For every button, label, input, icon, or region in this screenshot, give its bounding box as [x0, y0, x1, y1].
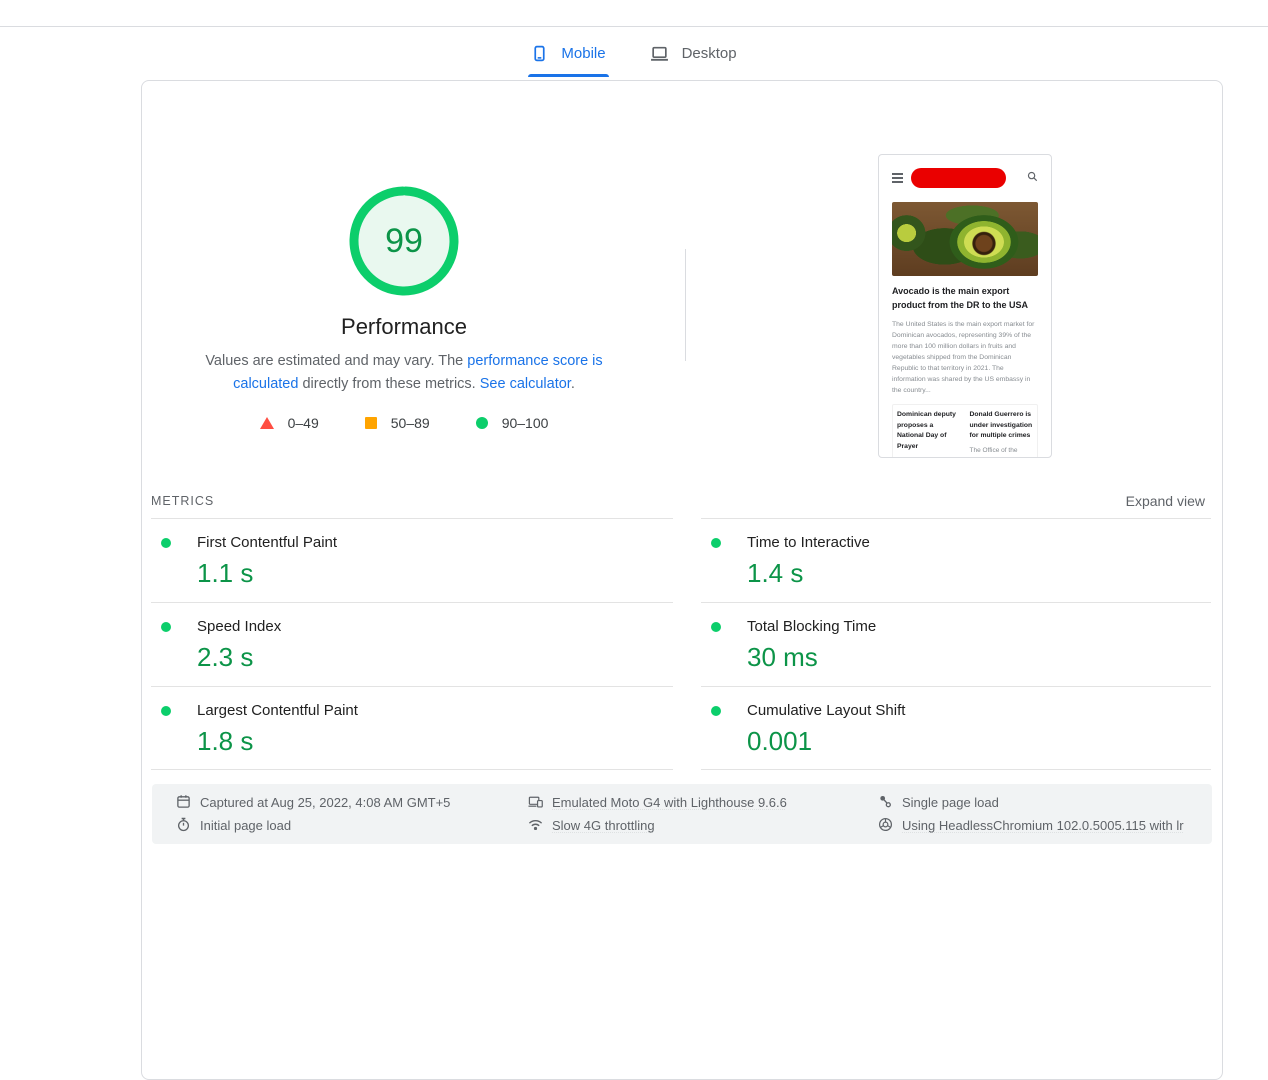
desc-text: .: [570, 376, 575, 392]
emulated-device: Emulated Moto G4 with Lighthouse 9.6.6: [528, 794, 878, 812]
performance-gauge[interactable]: 99: [348, 185, 460, 297]
story-excerpt: The senator of the province, Monsignor N…: [897, 456, 961, 457]
tab-desktop[interactable]: Desktop: [647, 27, 740, 77]
story-item: Dominican deputy proposes a National Day…: [897, 410, 961, 457]
pass-dot-icon: [711, 537, 721, 548]
wifi-icon: [528, 817, 543, 835]
tab-mobile[interactable]: Mobile: [528, 27, 609, 77]
metrics-section: METRICS Expand view First Contentful Pai…: [151, 484, 1211, 770]
browser-version: Using HeadlessChromium 102.0.5005.115 wi…: [878, 817, 1204, 835]
gauge-ring-icon: [349, 186, 459, 296]
metric-value: 1.4 s: [747, 558, 804, 588]
legend-fail: 0–49: [259, 415, 319, 431]
search-icon: [1027, 169, 1038, 187]
runtime-settings-footer: Captured at Aug 25, 2022, 4:08 AM GMT+5 …: [152, 784, 1212, 844]
metric-time-to-interactive: Time to Interactive 1.4 s: [701, 518, 1211, 602]
performance-score-calculated-link[interactable]: performance score is calculated: [233, 353, 603, 392]
header-divider: [0, 26, 1268, 27]
average-square-icon: [364, 417, 377, 429]
desc-text: directly from these metrics.: [302, 376, 476, 392]
legend-pass-label: 90–100: [501, 415, 549, 431]
article-excerpt: The United States is the main export mar…: [892, 321, 1035, 394]
metric-value: 30 ms: [747, 642, 818, 672]
metric-value: 2.3 s: [197, 642, 254, 672]
desktop-icon: [650, 46, 669, 62]
site-logo: [911, 168, 1006, 188]
article-headline: Avocado is the main export product from …: [892, 286, 1028, 310]
devices-icon: [528, 794, 543, 812]
legend-fail-label: 0–49: [287, 415, 319, 431]
metric-first-contentful-paint: First Contentful Paint 1.1 s: [151, 518, 673, 602]
metric-largest-contentful-paint: Largest Contentful Paint 1.8 s: [151, 686, 673, 770]
lighthouse-report-card: 99 Performance Values are estimated and …: [141, 80, 1223, 1080]
page-screenshot-thumbnail[interactable]: Avocado is the main export product from …: [878, 154, 1052, 458]
secondary-stories: Dominican deputy proposes a National Day…: [892, 404, 1038, 457]
performance-score: 99: [385, 221, 423, 260]
performance-title: Performance: [341, 314, 467, 339]
story-excerpt: The Office of the Specialized Prosecutor…: [969, 446, 1018, 457]
pass-circle-icon: [475, 417, 488, 429]
desc-text: Values are estimated and may vary. The: [205, 353, 464, 369]
stopwatch-icon: [176, 817, 191, 835]
metric-name: Total Blocking Time: [747, 618, 877, 635]
metric-value: 1.1 s: [197, 558, 254, 588]
metric-total-blocking-time: Total Blocking Time 30 ms: [701, 602, 1211, 686]
tab-desktop-label: Desktop: [681, 45, 737, 62]
metric-speed-index: Speed Index 2.3 s: [151, 602, 673, 686]
emulated-device-link[interactable]: Emulated Moto G4 with Lighthouse 9.6.6: [552, 795, 787, 810]
metric-name: First Contentful Paint: [197, 534, 338, 551]
story-title: Dominican deputy proposes a National Day…: [897, 411, 956, 450]
load-mode: Initial page load: [176, 817, 528, 835]
metric-name: Cumulative Layout Shift: [747, 702, 906, 719]
avocado-article-image: [892, 202, 1038, 276]
thumbnail-site-header: [892, 167, 1038, 189]
story-item: Donald Guerrero is under investigation f…: [969, 410, 1034, 457]
pass-dot-icon: [161, 537, 171, 548]
mobile-icon: [531, 45, 548, 62]
score-description: Values are estimated and may vary. The p…: [190, 350, 618, 396]
metrics-grid: First Contentful Paint 1.1 s Time to Int…: [151, 518, 1211, 770]
performance-summary: 99 Performance Values are estimated and …: [142, 81, 666, 431]
see-calculator-link[interactable]: See calculator: [479, 376, 571, 392]
score-legend: 0–49 50–89 90–100: [142, 415, 666, 431]
load-mode-label: Initial page load: [200, 818, 292, 833]
metric-cumulative-layout-shift: Cumulative Layout Shift 0.001: [701, 686, 1211, 770]
throttling-link[interactable]: Slow 4G throttling: [552, 818, 655, 833]
metrics-heading: METRICS: [151, 494, 215, 508]
legend-pass: 90–100: [475, 415, 549, 431]
summary-divider: [685, 249, 686, 361]
metrics-header: METRICS Expand view: [151, 484, 1211, 518]
browser-version-link[interactable]: Using HeadlessChromium 102.0.5005.115 wi…: [902, 818, 1184, 833]
pass-dot-icon: [711, 705, 721, 716]
expand-view-button[interactable]: Expand view: [1120, 492, 1211, 510]
nodes-icon: [878, 794, 893, 812]
capture-time: Captured at Aug 25, 2022, 4:08 AM GMT+5: [176, 794, 528, 812]
pass-dot-icon: [161, 621, 171, 632]
metric-value: 0.001: [747, 726, 813, 756]
pass-dot-icon: [161, 705, 171, 716]
capture-time-label: Captured at Aug 25, 2022, 4:08 AM GMT+5: [200, 795, 451, 810]
throttling: Slow 4G throttling: [528, 817, 878, 835]
page-load-type: Single page load: [878, 794, 1204, 812]
page-load-type-label: Single page load: [902, 795, 999, 810]
metric-name: Speed Index: [197, 618, 282, 635]
chromium-icon: [878, 817, 893, 835]
calendar-icon: [176, 794, 191, 812]
tab-mobile-label: Mobile: [561, 45, 606, 62]
metric-name: Largest Contentful Paint: [197, 702, 358, 719]
pass-dot-icon: [711, 621, 721, 632]
metric-name: Time to Interactive: [747, 534, 870, 551]
legend-average: 50–89: [364, 415, 430, 431]
story-title: Donald Guerrero is under investigation f…: [969, 411, 1033, 440]
hamburger-icon: [892, 172, 903, 184]
device-tabs: Mobile Desktop: [0, 27, 1268, 77]
legend-average-label: 50–89: [390, 415, 430, 431]
metric-value: 1.8 s: [197, 726, 254, 756]
fail-triangle-icon: [259, 417, 274, 429]
